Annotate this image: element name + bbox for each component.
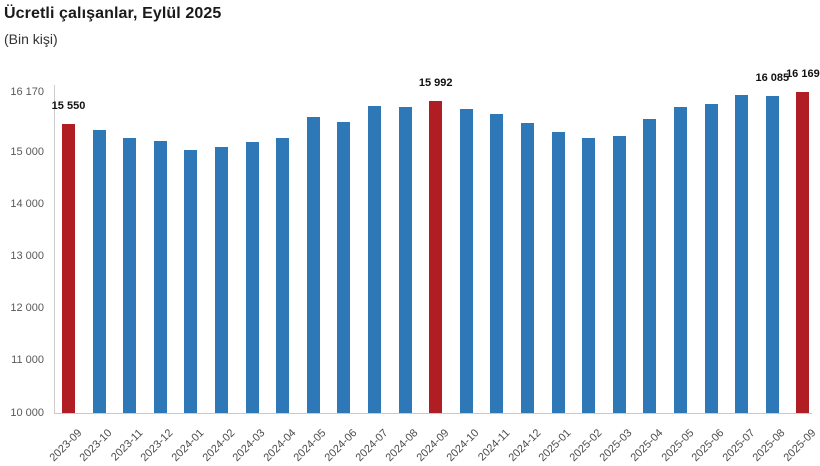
bar-2024-02[interactable]: [215, 146, 228, 413]
page-title: Ücretli çalışanlar, Eylül 2025: [4, 5, 222, 22]
x-axis-tick-label: 2024-08: [383, 427, 421, 465]
bar-2023-09[interactable]: [62, 124, 75, 413]
x-axis-tick-label: 2024-02: [199, 427, 237, 465]
bar-2025-04[interactable]: [643, 119, 657, 413]
y-axis-tick-label: 16 170: [10, 85, 44, 98]
x-axis-tick-label: 2023-10: [77, 427, 115, 465]
x-axis-tick-label: 2024-10: [444, 427, 482, 465]
bar-2023-12[interactable]: [153, 141, 167, 413]
bar-value-label: 16 169: [786, 68, 820, 81]
bar-2024-12[interactable]: [521, 122, 534, 413]
y-axis-tick-label: 15 000: [10, 146, 44, 159]
x-axis-tick-label: 2025-02: [567, 427, 605, 465]
y-axis-tick-label: 14 000: [10, 198, 44, 211]
bar-2025-06[interactable]: [704, 104, 718, 413]
y-axis-tick-label: 12 000: [10, 302, 44, 315]
x-axis-tick-label: 2024-11: [475, 427, 513, 464]
y-axis-tick-label: 11 000: [11, 354, 44, 367]
x-axis-tick-label: 2023-11: [108, 427, 146, 464]
bar-2025-02[interactable]: [582, 137, 596, 413]
x-axis-tick-label: 2025-05: [658, 427, 696, 465]
x-axis-tick-label: 2025-08: [750, 427, 788, 465]
bar-value-label: 15 550: [51, 100, 86, 113]
bar-2024-09[interactable]: [429, 101, 443, 413]
bar-2025-09[interactable]: [796, 92, 810, 413]
x-axis-tick-label: 2024-03: [230, 427, 268, 465]
x-axis-tick-label: 2023-09: [46, 427, 84, 465]
bar-2024-10[interactable]: [459, 108, 473, 413]
x-axis-tick-label: 2024-06: [322, 427, 360, 465]
x-axis-tick-label: 2025-09: [781, 427, 819, 465]
x-axis-tick-label: 2024-09: [414, 427, 452, 465]
x-axis-tick-label: 2025-01: [536, 427, 574, 465]
bar-2025-07[interactable]: [735, 94, 749, 413]
x-axis-tick-label: 2025-03: [597, 427, 635, 465]
x-axis-tick-label: 2025-06: [689, 427, 727, 465]
bar-2024-08[interactable]: [398, 107, 412, 413]
bar-2024-04[interactable]: [276, 138, 290, 413]
bar-2024-07[interactable]: [368, 106, 381, 413]
x-axis-tick-label: 2024-07: [352, 427, 390, 465]
y-axis-tick-label: 13 000: [10, 250, 44, 263]
x-axis-tick-label: 2024-04: [261, 427, 299, 465]
y-axis-line: [54, 85, 55, 413]
bar-2025-03[interactable]: [612, 135, 626, 413]
bar-2024-05[interactable]: [306, 116, 320, 413]
page-subtitle: (Bin kişi): [4, 31, 58, 47]
x-axis-tick-label: 2024-12: [505, 427, 543, 465]
x-axis-tick-label: 2023-12: [138, 427, 176, 465]
bar-2025-01[interactable]: [551, 132, 565, 413]
bar-2023-11[interactable]: [123, 137, 137, 413]
x-axis-tick-label: 2025-07: [720, 427, 758, 465]
bar-2024-06[interactable]: [337, 122, 351, 413]
x-axis-tick-label: 2025-04: [628, 427, 666, 465]
x-axis-tick-label: 2024-05: [291, 427, 329, 465]
x-axis-line: [54, 413, 812, 414]
bar-2024-03[interactable]: [245, 141, 259, 413]
bar-2024-11[interactable]: [490, 114, 504, 413]
bar-2023-10[interactable]: [92, 129, 106, 413]
bar-value-label: 15 992: [418, 77, 453, 90]
bar-2025-08[interactable]: [765, 96, 779, 413]
x-axis-tick-label: 2024-01: [169, 427, 207, 465]
y-axis-tick-label: 10 000: [10, 406, 44, 419]
bar-value-label: 16 085: [755, 72, 790, 85]
bar-2024-01[interactable]: [184, 150, 198, 413]
bar-2025-05[interactable]: [674, 106, 687, 413]
